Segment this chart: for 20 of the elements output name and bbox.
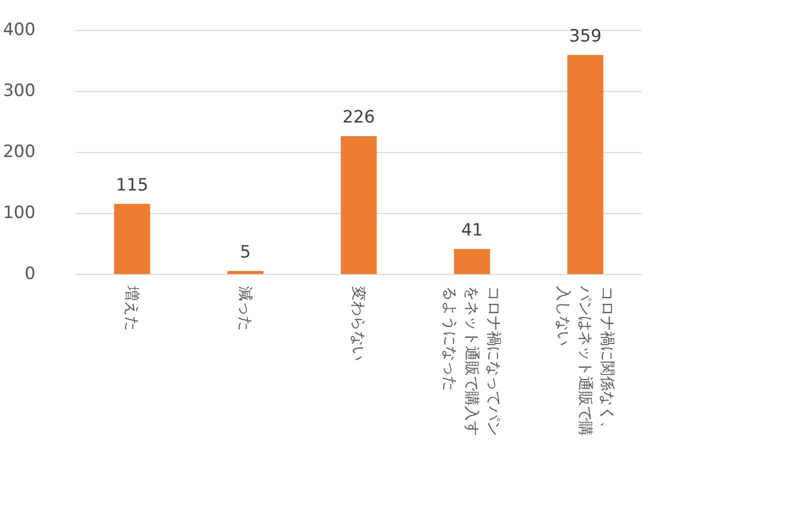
y-tick-label: 0	[24, 264, 36, 284]
data-label: 226	[342, 108, 375, 128]
data-label: 41	[461, 220, 483, 240]
bar	[114, 204, 150, 274]
y-tick-label: 200	[2, 142, 36, 162]
bar	[454, 248, 490, 274]
data-label: 5	[240, 242, 251, 262]
x-tick-label: 減った	[236, 286, 254, 331]
data-label: 359	[569, 26, 602, 47]
y-tick-label: 300	[2, 81, 36, 101]
data-label: 115	[116, 175, 148, 196]
x-tick-label: コロナ禍に関係なく、パンはネット通販で購入しない	[554, 285, 616, 436]
x-tick-label: 変わらない	[350, 286, 368, 361]
x-tick-label: 増えた	[123, 285, 142, 331]
y-tick-label: 400	[2, 20, 36, 40]
bar	[340, 136, 377, 274]
bar	[227, 270, 264, 274]
x-tick-label: コロナ禍になってパンをネット通販で購入するようになった	[441, 286, 504, 436]
y-tick-label: 100	[2, 203, 36, 223]
bar	[567, 55, 604, 274]
